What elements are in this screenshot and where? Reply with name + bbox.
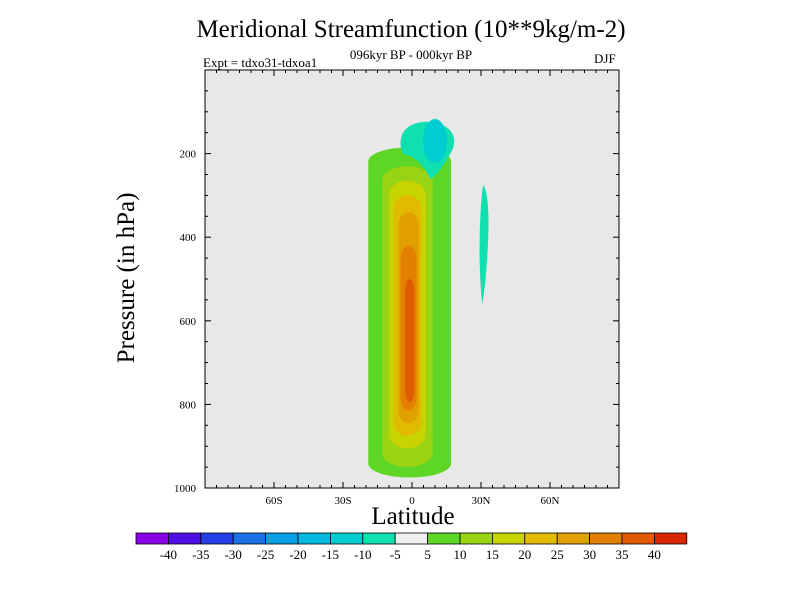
x-tick-label-4: 60N [541,495,560,507]
colorbar-label-8: 5 [424,547,431,562]
colorbar-box-14 [589,532,623,545]
x-tick-label-0: 60S [265,495,282,507]
colorbar-label-6: -10 [354,547,371,562]
chart-subtitle: 096kyr BP - 000kyr BP [349,47,473,62]
plot-frame [204,69,620,489]
y-tick-label-0: 200 [180,149,197,161]
colorbar-label-5: -15 [322,547,339,562]
colorbar-box-5 [297,532,331,545]
colorbar-box-12 [524,532,558,545]
x-tick-label-2: 0 [409,495,415,507]
colorbar-box-15 [621,532,655,545]
colorbar-label-14: 35 [616,547,629,562]
y-tick-label-3: 800 [180,399,197,411]
experiment-label: Expt = tdxo31-tdxoa1 [203,55,318,70]
colorbar-label-4: -20 [289,547,306,562]
colorbar-label-10: 15 [486,547,499,562]
colorbar-box-13 [556,532,591,545]
colorbar-label-0: -40 [160,547,177,562]
colorbar-label-7: -5 [390,547,401,562]
colorbar: -40 -35 -30 -25 -20 -15 -10 -5 5 10 15 20 25 30 35 40 [135,532,688,562]
colorbar-box-9 [427,532,461,545]
y-tick-label-1: 400 [180,232,197,244]
contour-shell-negative-upper-core [423,119,447,164]
colorbar-box-11 [491,532,526,545]
colorbar-label-13: 30 [583,547,596,562]
colorbar-label-15: 40 [648,547,661,562]
colorbar-box-3 [232,532,266,545]
chart-title: Meridional Streamfunction (10**9kg/m-2) [196,16,626,43]
y-tick-label-2: 600 [180,316,197,328]
x-axis-label: Latitude [371,503,455,530]
contour-fills [368,119,489,478]
colorbar-box-16 [654,532,688,545]
x-tick-label-3: 30N [472,495,491,507]
colorbar-label-9: 10 [454,547,467,562]
colorbar-box-1 [167,532,202,545]
colorbar-label-3: -25 [257,547,274,562]
colorbar-label-12: 25 [551,547,564,562]
colorbar-box-10 [459,532,493,545]
colorbar-label-2: -30 [225,547,242,562]
colorbar-label-1: -35 [192,547,209,562]
colorbar-box-2 [200,532,234,545]
colorbar-box-6 [329,532,364,545]
colorbar-box-4 [265,532,299,545]
colorbar-label-11: 20 [518,547,531,562]
contour-shell-positive-7 [405,279,415,403]
y-tick-label-4: 1000 [174,483,197,495]
x-tick-label-1: 30S [334,495,351,507]
colorbar-box-7 [362,532,396,545]
colorbar-box-8 [394,532,429,545]
colorbar-box-0 [135,532,169,545]
season-label: DJF [594,51,616,66]
contour-shell-negative-30n [479,184,489,305]
